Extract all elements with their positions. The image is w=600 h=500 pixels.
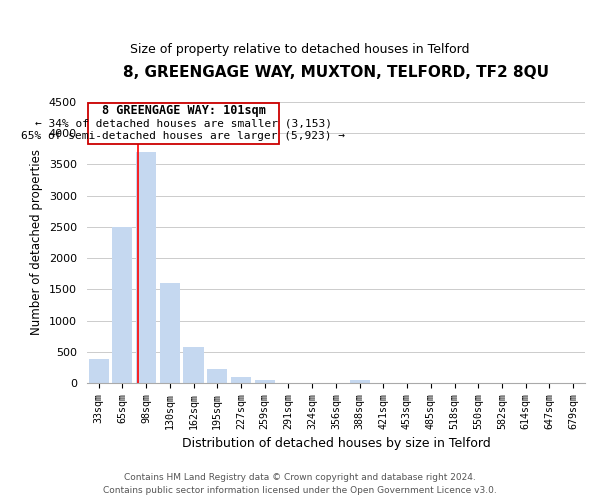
Bar (231, 376, 251, 383)
Bar (89, 359, 109, 383)
FancyBboxPatch shape (88, 102, 279, 144)
Bar (350, 380, 370, 383)
Y-axis label: Number of detached properties: Number of detached properties (31, 150, 43, 336)
Text: Size of property relative to detached houses in Telford: Size of property relative to detached ho… (130, 42, 470, 56)
Text: 8 GREENGAGE WAY: 101sqm: 8 GREENGAGE WAY: 101sqm (101, 104, 265, 118)
Bar (254, 380, 275, 383)
Text: Contains HM Land Registry data © Crown copyright and database right 2024.
Contai: Contains HM Land Registry data © Crown c… (103, 473, 497, 495)
Bar (207, 369, 227, 383)
Bar (184, 346, 203, 383)
X-axis label: Distribution of detached houses by size in Telford: Distribution of detached houses by size … (182, 437, 490, 450)
Bar (136, 152, 156, 383)
Title: 8, GREENGAGE WAY, MUXTON, TELFORD, TF2 8QU: 8, GREENGAGE WAY, MUXTON, TELFORD, TF2 8… (123, 65, 549, 80)
Bar (160, 283, 180, 383)
Bar (112, 227, 133, 383)
Text: ← 34% of detached houses are smaller (3,153): ← 34% of detached houses are smaller (3,… (35, 118, 332, 128)
Text: 65% of semi-detached houses are larger (5,923) →: 65% of semi-detached houses are larger (… (22, 130, 346, 140)
